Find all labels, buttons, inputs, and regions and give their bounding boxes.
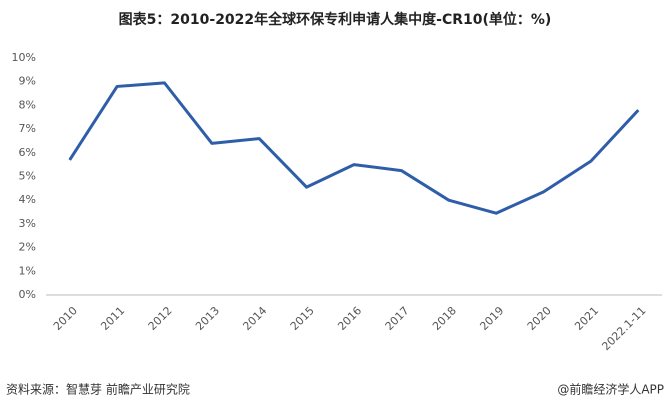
x-tick-label: 2014 xyxy=(240,304,269,333)
x-tick-label: 2021 xyxy=(572,304,601,333)
x-tick-label: 2018 xyxy=(430,304,459,333)
x-tick-label: 2015 xyxy=(288,304,317,333)
x-tick-label: 2010 xyxy=(51,304,80,333)
y-tick-label: 10% xyxy=(12,51,36,64)
y-tick-label: 0% xyxy=(19,288,36,301)
x-tick-label: 2022.1-11 xyxy=(599,304,648,353)
x-tick-label: 2020 xyxy=(525,304,554,333)
y-tick-label: 1% xyxy=(19,264,36,277)
x-tick-label: 2019 xyxy=(477,304,506,333)
source-note: 资料来源：智慧芽 前瞻产业研究院 xyxy=(6,382,190,397)
x-tick-label: 2012 xyxy=(146,304,175,333)
y-tick-label: 6% xyxy=(19,146,36,159)
x-tick-label: 2013 xyxy=(193,304,222,333)
y-tick-label: 5% xyxy=(19,170,36,183)
y-tick-label: 7% xyxy=(19,122,36,135)
y-tick-label: 3% xyxy=(19,217,36,230)
credit-note: @前瞻经济学人APP xyxy=(557,382,664,397)
x-tick-label: 2017 xyxy=(383,304,412,333)
x-tick-label: 2016 xyxy=(335,304,364,333)
y-tick-label: 4% xyxy=(19,193,36,206)
x-tick-label: 2011 xyxy=(98,304,127,333)
data-line xyxy=(68,81,640,215)
chart-title: 图表5：2010-2022年全球环保专利申请人集中度-CR10(单位：%) xyxy=(119,11,552,28)
y-tick-label: 8% xyxy=(19,98,36,111)
y-tick-label: 9% xyxy=(19,75,36,88)
y-tick-label: 2% xyxy=(19,241,36,254)
